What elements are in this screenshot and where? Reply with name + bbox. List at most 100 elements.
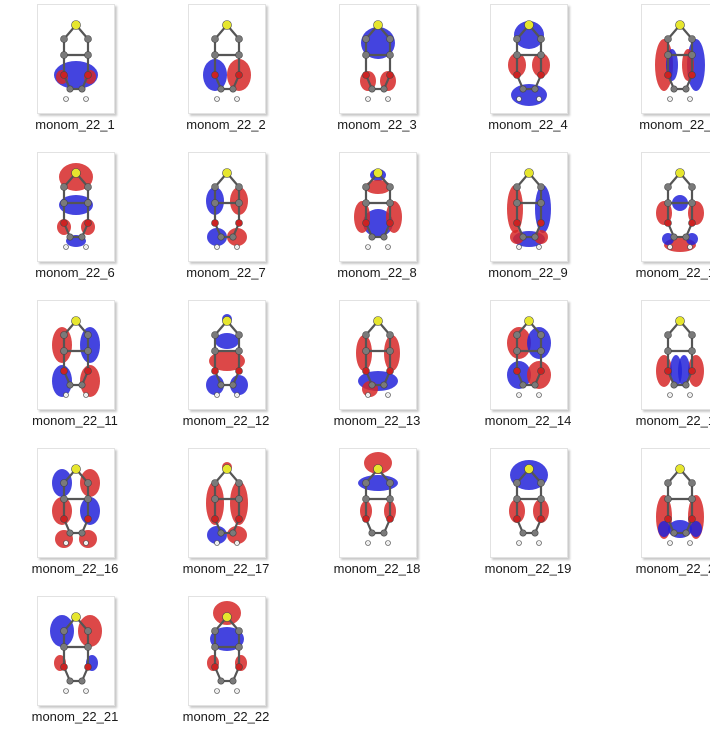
file-thumbnail[interactable] <box>37 152 115 262</box>
file-thumbnail[interactable] <box>490 152 568 262</box>
file-item[interactable]: monom_22_16 <box>0 444 150 592</box>
file-thumbnail[interactable] <box>490 300 568 410</box>
file-item[interactable]: monom_22_21 <box>0 592 150 740</box>
file-thumbnail[interactable] <box>188 300 266 410</box>
file-name-label[interactable]: monom_22_1 <box>35 117 115 132</box>
file-item[interactable]: monom_22_19 <box>453 444 603 592</box>
atom <box>60 495 68 503</box>
file-name-label[interactable]: monom_22_4 <box>488 117 568 132</box>
file-thumbnail[interactable] <box>641 300 710 410</box>
atom <box>519 529 527 537</box>
file-thumbnail[interactable] <box>188 4 266 114</box>
atom <box>536 392 542 398</box>
atom <box>682 85 690 93</box>
file-name-label[interactable]: monom_22_10 <box>635 265 710 280</box>
file-item[interactable]: monom_22_4 <box>453 0 603 148</box>
file-item[interactable]: monom_22_5 <box>604 0 710 148</box>
file-name-label[interactable]: monom_22_14 <box>484 413 572 428</box>
file-thumbnail[interactable] <box>339 300 417 410</box>
atom <box>531 233 539 241</box>
atom <box>373 20 383 30</box>
file-thumbnail[interactable] <box>188 152 266 262</box>
file-thumbnail[interactable] <box>188 596 266 706</box>
file-item[interactable]: monom_22_3 <box>302 0 452 148</box>
file-item[interactable]: monom_22_6 <box>0 148 150 296</box>
orbital-image-icon <box>206 314 248 398</box>
atom <box>513 479 521 487</box>
atom <box>386 515 394 523</box>
file-name-label[interactable]: monom_22_17 <box>182 561 270 576</box>
file-item[interactable]: monom_22_11 <box>0 296 150 444</box>
file-item[interactable]: monom_22_13 <box>302 296 452 444</box>
file-name-label[interactable]: monom_22_6 <box>35 265 115 280</box>
atom <box>513 71 521 79</box>
atom <box>537 331 545 339</box>
atom <box>386 347 394 355</box>
atom <box>211 199 219 207</box>
file-thumbnail[interactable] <box>37 300 115 410</box>
atom <box>524 316 534 326</box>
atom <box>362 367 370 375</box>
file-item[interactable]: monom_22_1 <box>0 0 150 148</box>
file-thumbnail[interactable] <box>641 4 710 114</box>
file-thumbnail[interactable] <box>490 448 568 558</box>
file-thumbnail[interactable] <box>641 152 710 262</box>
file-item[interactable]: monom_22_8 <box>302 148 452 296</box>
file-thumbnail[interactable] <box>490 4 568 114</box>
file-item[interactable]: monom_22_14 <box>453 296 603 444</box>
file-item[interactable]: monom_22_12 <box>151 296 301 444</box>
file-name-label[interactable]: monom_22_22 <box>182 709 270 724</box>
file-name-label[interactable]: monom_22_8 <box>337 265 417 280</box>
file-item[interactable]: monom_22_20 <box>604 444 710 592</box>
file-name-label[interactable]: monom_22_9 <box>488 265 568 280</box>
file-name-label[interactable]: monom_22_11 <box>32 413 118 428</box>
file-name-label[interactable]: monom_22_16 <box>31 561 119 576</box>
file-item[interactable]: monom_22_9 <box>453 148 603 296</box>
atom <box>675 168 685 178</box>
atom <box>83 540 89 546</box>
file-name-label[interactable]: monom_22_15 <box>635 413 710 428</box>
atom <box>217 381 225 389</box>
orbital-lobe <box>363 209 393 237</box>
file-item[interactable]: monom_22_18 <box>302 444 452 592</box>
file-item[interactable]: monom_22_17 <box>151 444 301 592</box>
file-item[interactable]: monom_22_7 <box>151 148 301 296</box>
atom <box>664 367 672 375</box>
file-name-label[interactable]: monom_22_2 <box>186 117 266 132</box>
atom <box>362 35 370 43</box>
atom <box>386 71 394 79</box>
file-item[interactable]: monom_22_22 <box>151 592 301 740</box>
atom <box>229 529 237 537</box>
atom <box>664 347 672 355</box>
atom <box>524 168 534 178</box>
atom <box>368 529 376 537</box>
file-name-label[interactable]: monom_22_7 <box>186 265 266 280</box>
atom <box>211 183 219 191</box>
file-item[interactable]: monom_22_15 <box>604 296 710 444</box>
atom <box>513 495 521 503</box>
file-item[interactable]: monom_22_2 <box>151 0 301 148</box>
atom <box>235 515 243 523</box>
atom <box>531 529 539 537</box>
file-thumbnail[interactable] <box>339 4 417 114</box>
file-thumbnail[interactable] <box>339 152 417 262</box>
atom <box>60 627 68 635</box>
atom <box>63 392 69 398</box>
file-name-label[interactable]: monom_22_3 <box>337 117 417 132</box>
atom <box>365 244 371 250</box>
file-name-label[interactable]: monom_22_13 <box>333 413 421 428</box>
file-thumbnail[interactable] <box>641 448 710 558</box>
file-item[interactable]: monom_22_10 <box>604 148 710 296</box>
file-name-label[interactable]: monom_22_12 <box>182 413 270 428</box>
file-thumbnail[interactable] <box>37 596 115 706</box>
atom <box>84 219 92 227</box>
file-name-label[interactable]: monom_22_5 <box>639 117 710 132</box>
file-thumbnail[interactable] <box>188 448 266 558</box>
file-thumbnail[interactable] <box>339 448 417 558</box>
file-thumbnail[interactable] <box>37 4 115 114</box>
file-name-label[interactable]: monom_22_19 <box>484 561 572 576</box>
file-name-label[interactable]: monom_22_20 <box>635 561 710 576</box>
file-name-label[interactable]: monom_22_18 <box>333 561 421 576</box>
file-name-label[interactable]: monom_22_21 <box>31 709 119 724</box>
file-thumbnail[interactable] <box>37 448 115 558</box>
